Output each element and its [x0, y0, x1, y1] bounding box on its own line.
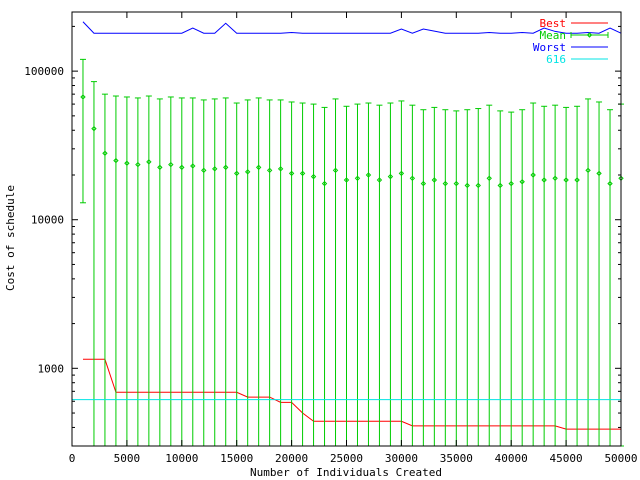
series-mean-point: [190, 163, 196, 169]
series-mean-point: [563, 177, 569, 183]
series-mean-point: [343, 177, 350, 183]
series-mean-point: [288, 170, 295, 177]
series-mean-point: [201, 167, 207, 174]
series-mean-point: [442, 180, 449, 187]
x-tick-label: 10000: [165, 452, 198, 465]
series-best-line: [82, 358, 621, 430]
series-mean-point: [596, 170, 602, 177]
series-worst-line: [82, 21, 622, 34]
series-mean-point: [409, 175, 416, 182]
series-mean-point: [80, 94, 86, 100]
series-mean-point: [365, 172, 372, 178]
x-tick-label: 15000: [220, 452, 253, 465]
legend-label-worst: Worst: [533, 41, 566, 54]
y-tick-label: 1000: [38, 362, 65, 375]
series-mean-point: [431, 177, 438, 183]
series-mean-point: [168, 161, 174, 168]
series-mean-point: [376, 177, 383, 183]
series-mean-point: [277, 166, 284, 172]
series-mean-point: [91, 125, 97, 132]
series-mean-point: [453, 180, 460, 187]
y-tick-label: 10000: [31, 214, 64, 227]
series-mean-point: [223, 164, 229, 171]
series-mean-point: [585, 167, 591, 174]
series-mean-point: [574, 177, 580, 183]
series-mean-point: [486, 175, 492, 182]
series-mean-point: [497, 182, 503, 189]
series-mean-point: [321, 180, 328, 187]
legend-swatch-point: [586, 32, 593, 38]
x-tick-label: 25000: [330, 452, 363, 465]
x-tick-label: 20000: [275, 452, 308, 465]
legend-label-616: 616: [546, 53, 566, 66]
series-mean-point: [387, 173, 394, 180]
series-mean-point: [157, 164, 163, 171]
series-mean-point: [255, 164, 262, 171]
y-tick-label: 100000: [24, 65, 64, 78]
legend-label-best: Best: [540, 17, 567, 30]
series-mean-point: [508, 180, 514, 187]
x-tick-label: 50000: [604, 452, 637, 465]
series-mean-point: [146, 159, 152, 165]
series-mean-point: [552, 175, 558, 182]
series-mean-point: [124, 160, 130, 166]
series-mean-point: [102, 150, 108, 156]
x-tick-label: 0: [69, 452, 76, 465]
x-tick-label: 5000: [114, 452, 141, 465]
legend-label-mean: Mean: [540, 29, 567, 42]
series-mean-point: [519, 179, 525, 185]
series-mean-point: [530, 172, 536, 178]
x-tick-label: 45000: [550, 452, 583, 465]
series-mean-point: [233, 170, 240, 177]
x-tick-label: 35000: [440, 452, 473, 465]
series-mean-point: [244, 169, 251, 175]
series-mean-point: [420, 180, 427, 187]
series-mean-point: [135, 161, 141, 168]
series-mean-point: [475, 182, 481, 189]
x-axis: 0 5000 10000 15000 20000 25000 30000 35000 40000…: [69, 12, 638, 465]
plot-series: [72, 21, 624, 447]
series-mean-point: [266, 167, 273, 174]
series-mean-point: [398, 170, 405, 177]
series-mean-point: [179, 164, 185, 171]
series-mean-point: [607, 180, 613, 187]
series-mean-point: [113, 157, 119, 164]
series-mean-point: [464, 182, 470, 189]
series-mean-point: [354, 175, 361, 182]
y-axis-label: Cost of schedule: [4, 185, 17, 291]
x-tick-label: 30000: [385, 452, 418, 465]
y-axis: 1000 10000 100000: [24, 25, 621, 447]
series-mean-point: [299, 170, 306, 177]
series-mean-point: [212, 166, 218, 172]
series-mean-point: [310, 173, 317, 180]
x-tick-label: 40000: [495, 452, 528, 465]
series-mean-point: [332, 167, 339, 174]
series-mean-point: [541, 177, 547, 183]
x-axis-label: Number of Individuals Created: [250, 466, 442, 479]
